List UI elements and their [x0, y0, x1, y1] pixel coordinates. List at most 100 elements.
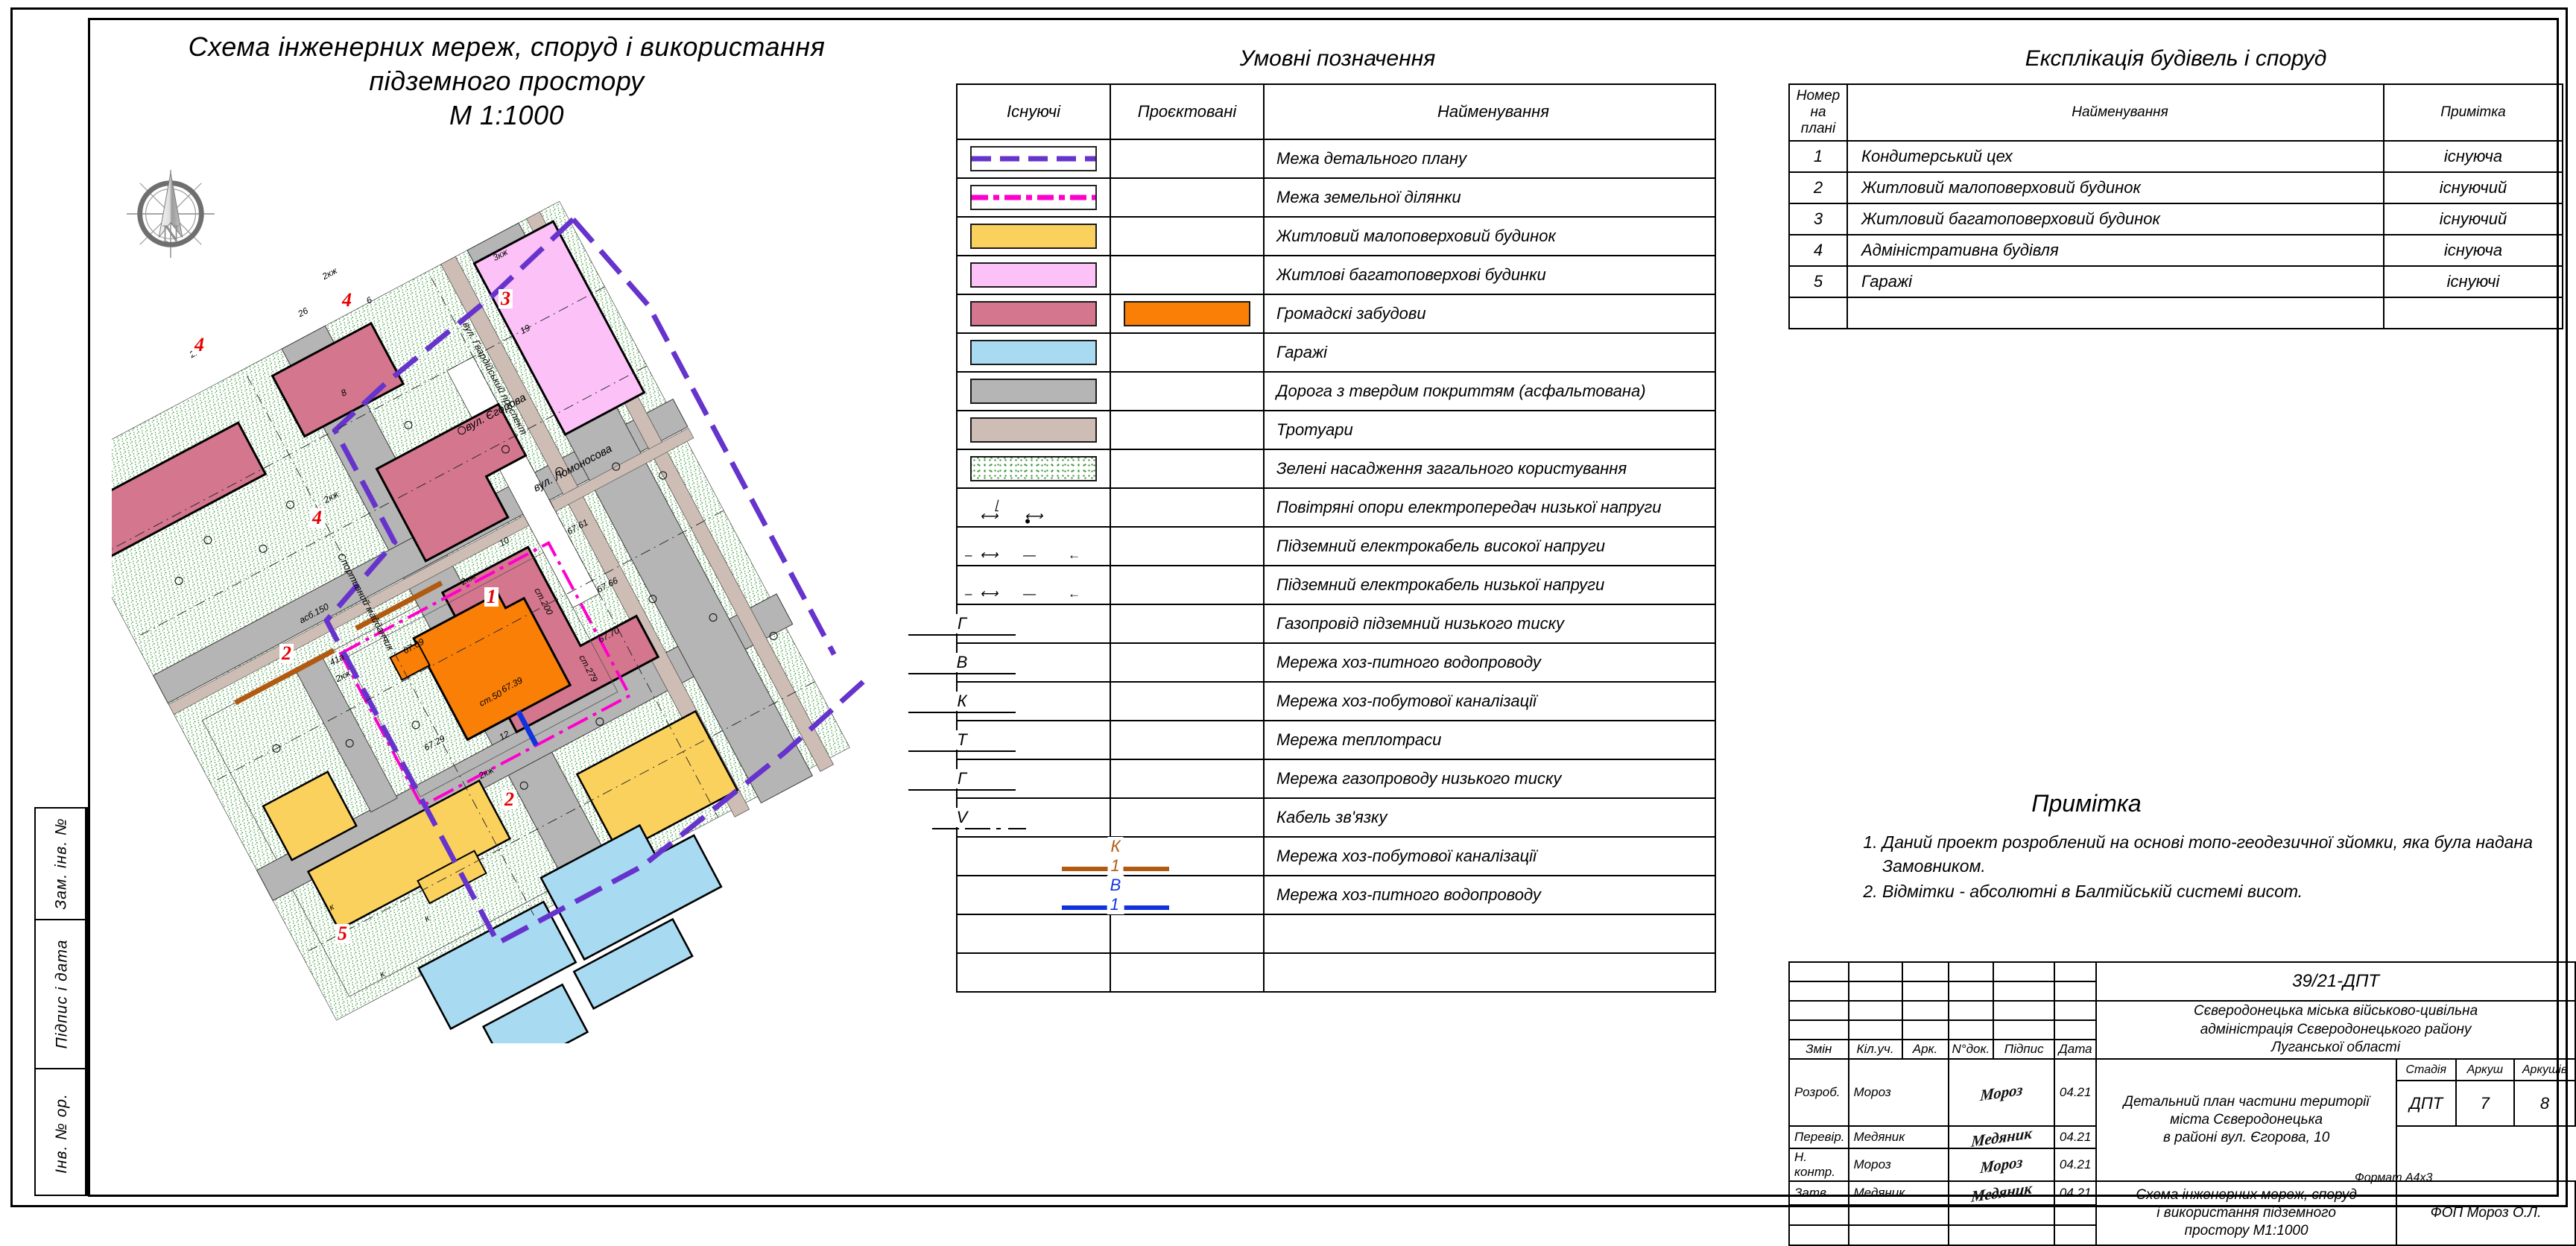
- legend-row: Житлові багатоповерхові будинки: [956, 255, 1716, 295]
- legend-cell-name: Мережа газопроводу низького тиску: [1263, 759, 1716, 799]
- legend-cell-existing: [956, 410, 1111, 450]
- legend-color-swatch: [970, 379, 1097, 404]
- tb-role-5: [1788, 1224, 1849, 1246]
- legend-cell-name: Дорога з твердим покриттям (асфальтована…: [1263, 371, 1716, 411]
- legend-cell-projected: К 1: [1062, 836, 1265, 876]
- tb-organisation-line3: Луганської області: [2271, 1040, 2401, 1056]
- tb-blank: [2054, 999, 2098, 1022]
- legend-cell-projected: [1110, 565, 1265, 605]
- tb-blank: [1901, 961, 1949, 982]
- tb-blank: [2054, 1019, 2098, 1041]
- tb-name-1: Медяник: [1847, 1125, 1949, 1150]
- tb-organisation-line2: адміністрація Сєверодонецького району: [2200, 1021, 2472, 1037]
- signature-glyph: Медяник: [1970, 1179, 2033, 1207]
- page-title-line1: Схема інженерних мереж, споруд і викорис…: [188, 31, 826, 62]
- explication-header-number: Номер на плані: [1788, 83, 1848, 142]
- legend-cell-existing: Г: [908, 604, 1111, 644]
- tb-rev-header-date: Дата: [2054, 1039, 2098, 1060]
- map-building-number: 4: [192, 335, 206, 355]
- explication-title: Експлікація будівель і споруд: [2025, 46, 2327, 71]
- map-building-number: 1: [484, 587, 499, 607]
- tb-name-3: Медяник: [1847, 1180, 1949, 1206]
- legend-cell-name: Тротуари: [1263, 410, 1716, 450]
- tb-blank: [1901, 1019, 1949, 1041]
- notes-title: Примітка: [2031, 790, 2142, 817]
- page-title-line3: М 1:1000: [449, 100, 565, 131]
- tb-stage-header-2: Аркушів: [2514, 1060, 2575, 1082]
- legend-cell-projected: [1110, 371, 1265, 411]
- signature-glyph: Медяник: [1970, 1123, 2033, 1151]
- site-plan-map[interactable]: N: [112, 149, 924, 1043]
- sheet-frame-outer: [10, 7, 2568, 1207]
- map-building-number: 2: [279, 644, 294, 663]
- drawing-sheet: Зам. інв. № Підпис і дата Інв. № ор. Схе…: [0, 0, 2576, 1215]
- legend-cell-name: Мережа хоз-питного водопроводу: [1263, 875, 1716, 915]
- legend-table: Існуючі Проєктовані Найменування Межа де…: [908, 83, 1716, 993]
- legend-cell-projected: [1110, 216, 1265, 256]
- tb-date-3: 04.21: [2054, 1180, 2098, 1206]
- explication-row: 4 Адміністративна будівля існуюча: [1788, 234, 2563, 267]
- legend-color-swatch: [1124, 301, 1250, 326]
- tb-sheet-title-line2: і використання підземного: [2156, 1205, 2336, 1221]
- tb-name-2: Мороз: [1847, 1148, 1949, 1183]
- legend-cell-name: Підземний електрокабель високої напруги: [1263, 526, 1716, 566]
- legend-cell-name: [1263, 914, 1716, 954]
- explication-cell-name: Адміністративна будівля: [1846, 234, 2384, 267]
- legend-cell-existing: ⎣ ⟷ ⟷ •: [956, 487, 1111, 531]
- explication-header-name: Найменування: [1846, 83, 2384, 142]
- explication-cell-no: 1: [1788, 140, 1848, 173]
- tb-blank: [1993, 999, 2056, 1022]
- legend-cell-existing: [956, 255, 1111, 295]
- notes-block: Даний проект розроблений на основі топо-…: [1855, 831, 2556, 906]
- explication-cell-name: Житловий багатоповерховий будинок: [1846, 203, 2384, 235]
- legend-cell-name: Межа детального плану: [1263, 139, 1716, 179]
- legend-cell-projected: В 1: [1062, 875, 1265, 915]
- explication-cell-name: Житловий малоповерховий будинок: [1846, 171, 2384, 204]
- tb-sign-2: Мороз: [1947, 1148, 2056, 1183]
- explication-cell-no: 4: [1788, 234, 1848, 267]
- explication-header-number-line2: на плані: [1800, 104, 1836, 136]
- legend-row: – ⟷ — ← Підземний електрокабель високої напр…: [956, 526, 1716, 566]
- explication-header-note: Примітка: [2383, 83, 2563, 142]
- legend-header-projected: Проєктовані: [1110, 83, 1265, 140]
- signature-glyph: Мороз: [1979, 1080, 2024, 1104]
- legend-row: К Мережа хоз-побутової каналізації: [908, 681, 1716, 721]
- legend-cell-projected: [1110, 487, 1265, 528]
- legend-cell-name: Газопровід підземний низького тиску: [1263, 604, 1716, 644]
- tb-blank: [1847, 999, 1903, 1022]
- explication-cell-name: Кондитерський цех: [1846, 140, 2384, 173]
- map-building-number: 5: [335, 924, 349, 943]
- legend-row: Г Газопровід підземний низького тиску: [908, 604, 1716, 644]
- legend-cell-existing: [956, 177, 1111, 218]
- tb-stage-value-0: ДПТ: [2397, 1081, 2457, 1126]
- note-item: Даний проект розроблений на основі топо-…: [1882, 831, 2556, 878]
- legend-header-existing: Існуючі: [956, 83, 1111, 140]
- legend-row: Гаражі: [956, 332, 1716, 373]
- tb-doc-code: 39/21-ДПТ: [2095, 961, 2576, 1002]
- legend-row: К 1 Мережа хоз-побутової каналізації: [956, 836, 1716, 876]
- legend-color-swatch: [970, 417, 1097, 443]
- legend-cell-projected: [1110, 720, 1265, 760]
- tb-sign-3: Медяник: [1947, 1179, 2056, 1207]
- tb-organisation: Сєверодонецька міська військово-цивільна…: [2095, 999, 2576, 1060]
- tb-role-0: Розроб.: [1788, 1058, 1849, 1128]
- tb-name-4: [1847, 1204, 1949, 1226]
- tb-stage-grid-cell: Стадія Аркуш Аркушів ДПТ 7 8: [2396, 1058, 2576, 1128]
- legend-row: Г Мережа газопроводу низького тиску: [908, 759, 1716, 799]
- legend-cell-projected: [1110, 642, 1265, 683]
- legend-cell-existing: Т: [908, 720, 1111, 760]
- legend-row: – ⟷ — ← Підземний електрокабель низької напр…: [956, 565, 1716, 605]
- legend-cell-name: [1263, 952, 1716, 993]
- tb-date-5: [2054, 1224, 2098, 1246]
- legend-dashed-line: [970, 146, 1097, 171]
- tb-blank: [1947, 1019, 1995, 1041]
- left-margin-cell-inv: Інв. № ор.: [36, 1069, 88, 1198]
- tb-role-2: Н. контр.: [1788, 1148, 1849, 1183]
- tb-date-4: [2054, 1204, 2098, 1226]
- legend-cell-projected: [1110, 797, 1265, 838]
- legend-cell-name: Зелені насадження загального користуванн…: [1263, 449, 1716, 489]
- tb-sign-0: Мороз: [1947, 1058, 2056, 1128]
- tb-sheet-title-line3: простору М1:1000: [2184, 1222, 2308, 1239]
- explication-cell-note: існуючий: [2383, 171, 2563, 204]
- legend-row: [956, 952, 1716, 993]
